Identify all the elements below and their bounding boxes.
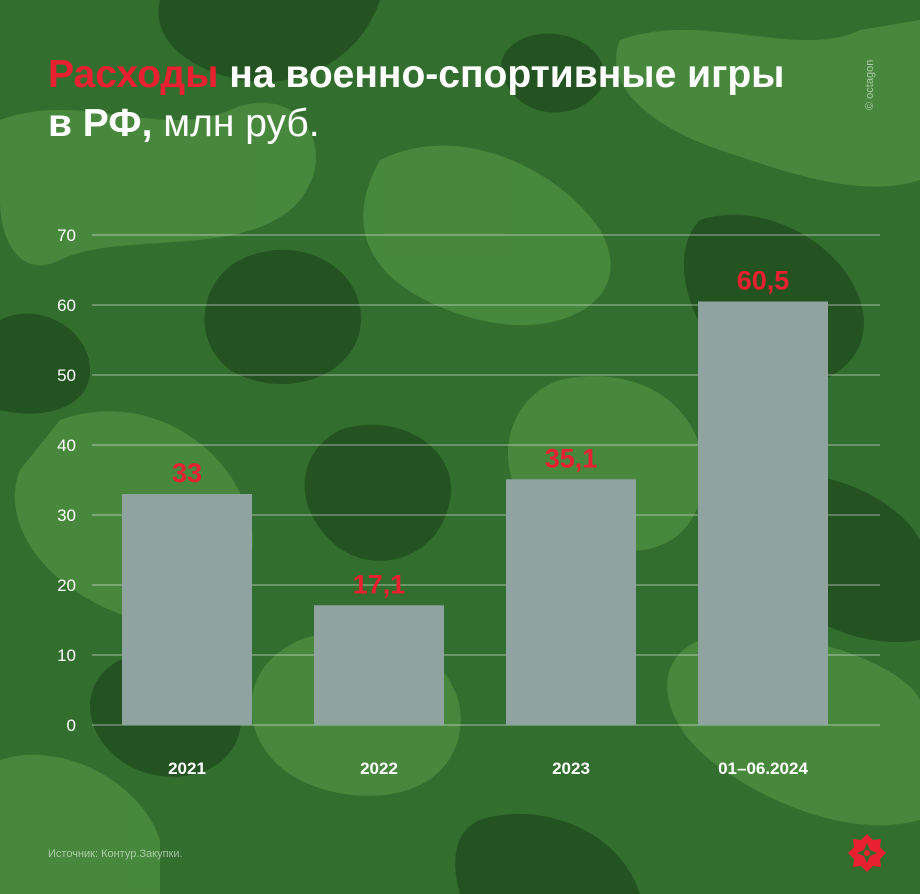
bar-1 [122, 494, 252, 725]
value-label: 35,1 [545, 443, 598, 473]
y-tick-label: 70 [57, 226, 76, 245]
title-unit: млн руб. [152, 102, 320, 145]
bar-2 [314, 605, 444, 725]
category-label: 01–06.2024 [718, 759, 808, 778]
title-accent: Расходы [48, 53, 219, 96]
bar-4 [698, 301, 828, 725]
value-label: 17,1 [353, 569, 406, 599]
bar-3 [506, 479, 636, 725]
y-tick-label: 50 [57, 366, 76, 385]
y-tick-label: 60 [57, 296, 76, 315]
value-label: 60,5 [737, 266, 790, 296]
y-tick-label: 30 [57, 506, 76, 525]
y-tick-label: 10 [57, 646, 76, 665]
category-label: 2023 [552, 759, 590, 778]
category-label: 2022 [360, 759, 398, 778]
y-tick-label: 20 [57, 576, 76, 595]
category-label: 2021 [168, 759, 206, 778]
octagon-logo-icon [848, 834, 886, 872]
label-layer: 33 2021 17,1 2022 35,1 2023 60,5 01–06.2024 [168, 266, 808, 779]
y-tick-label: 0 [67, 716, 76, 735]
chart-title: Расходы на военно-спортивные игры в РФ, … [48, 50, 808, 148]
bar-layer [122, 301, 828, 725]
title-bold-rest: на военно-спортивные игры в РФ, [48, 53, 785, 145]
y-tick-label: 40 [57, 436, 76, 455]
value-label: 33 [172, 458, 202, 488]
source-note: Источник: Контур.Закупки. [48, 848, 183, 860]
